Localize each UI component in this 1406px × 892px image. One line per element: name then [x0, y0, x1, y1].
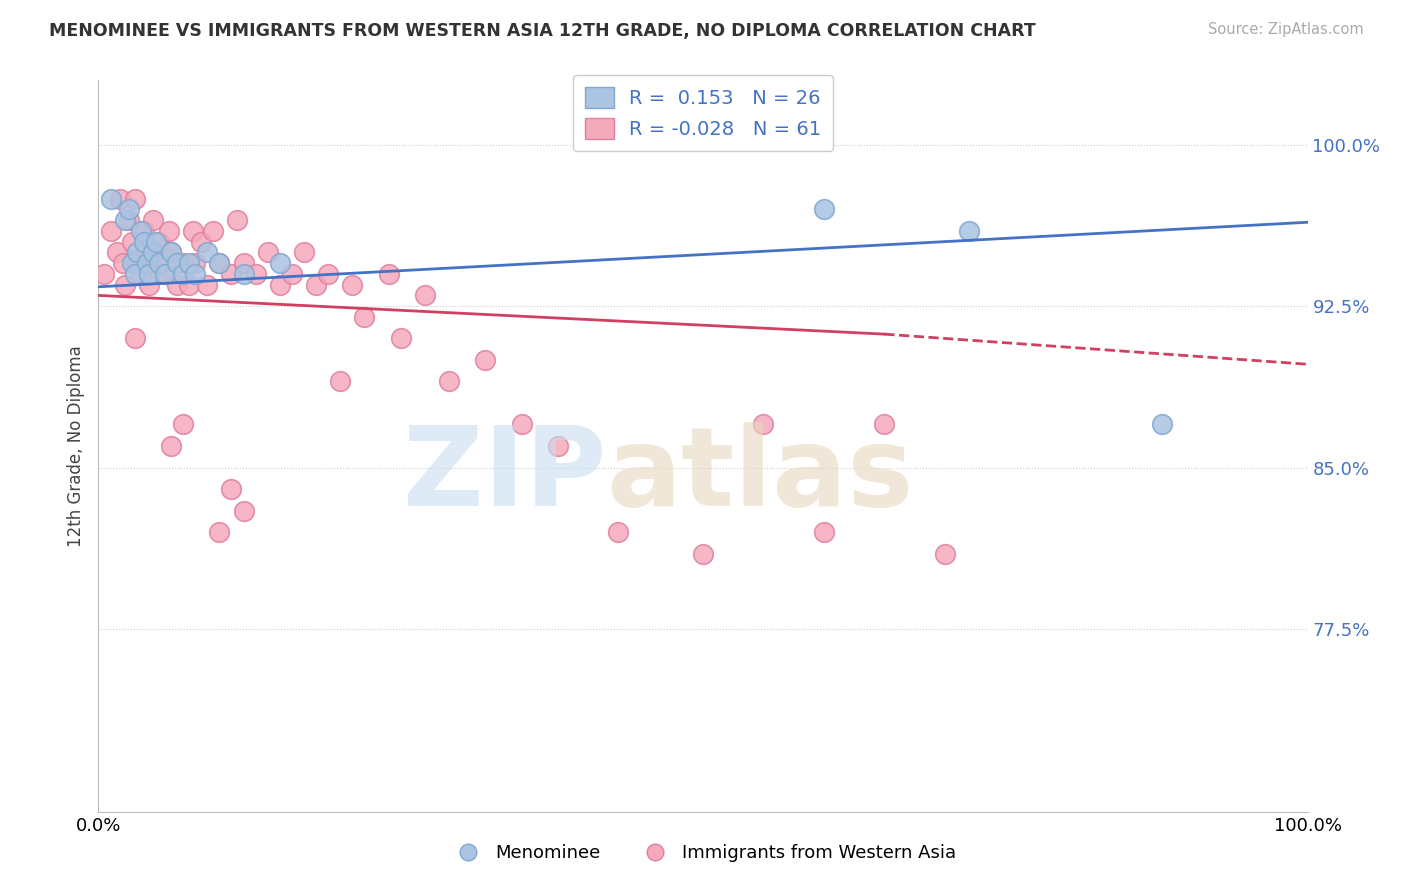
- Point: [124, 192, 146, 206]
- Point: [208, 256, 231, 270]
- Point: [114, 277, 136, 292]
- Point: [93, 267, 115, 281]
- Point: [138, 277, 160, 292]
- Point: [269, 277, 291, 292]
- Point: [195, 245, 218, 260]
- Point: [389, 331, 412, 345]
- Point: [184, 256, 207, 270]
- Point: [148, 235, 170, 249]
- Point: [232, 267, 254, 281]
- Text: Source: ZipAtlas.com: Source: ZipAtlas.com: [1208, 22, 1364, 37]
- Point: [813, 524, 835, 539]
- Point: [607, 524, 630, 539]
- Point: [413, 288, 436, 302]
- Point: [437, 375, 460, 389]
- Point: [166, 256, 188, 270]
- Point: [134, 235, 156, 249]
- Point: [195, 277, 218, 292]
- Point: [692, 547, 714, 561]
- Point: [160, 245, 183, 260]
- Point: [342, 277, 364, 292]
- Point: [221, 482, 243, 496]
- Point: [127, 245, 149, 260]
- Point: [105, 245, 128, 260]
- Point: [184, 267, 207, 281]
- Point: [172, 417, 194, 432]
- Point: [179, 277, 201, 292]
- Point: [316, 267, 339, 281]
- Point: [269, 256, 291, 270]
- Point: [127, 256, 149, 270]
- Point: [353, 310, 375, 324]
- Legend: R =  0.153   N = 26, R = -0.028   N = 61: R = 0.153 N = 26, R = -0.028 N = 61: [572, 75, 834, 151]
- Point: [232, 256, 254, 270]
- Point: [118, 202, 141, 217]
- Point: [129, 224, 152, 238]
- Text: ZIP: ZIP: [404, 422, 606, 529]
- Point: [172, 256, 194, 270]
- Point: [172, 267, 194, 281]
- Point: [190, 235, 212, 249]
- Point: [160, 245, 183, 260]
- Point: [292, 245, 315, 260]
- Point: [138, 267, 160, 281]
- Point: [160, 439, 183, 453]
- Point: [510, 417, 533, 432]
- Point: [135, 256, 157, 270]
- Point: [142, 213, 165, 227]
- Point: [114, 213, 136, 227]
- Point: [305, 277, 328, 292]
- Point: [232, 503, 254, 517]
- Point: [100, 192, 122, 206]
- Point: [245, 267, 267, 281]
- Point: [153, 267, 176, 281]
- Point: [108, 192, 131, 206]
- Point: [1152, 417, 1174, 432]
- Point: [145, 235, 167, 249]
- Point: [111, 256, 134, 270]
- Point: [221, 267, 243, 281]
- Point: [281, 267, 304, 281]
- Point: [181, 224, 204, 238]
- Point: [148, 256, 170, 270]
- Text: MENOMINEE VS IMMIGRANTS FROM WESTERN ASIA 12TH GRADE, NO DIPLOMA CORRELATION CHA: MENOMINEE VS IMMIGRANTS FROM WESTERN ASI…: [49, 22, 1036, 40]
- Point: [957, 224, 980, 238]
- Y-axis label: 12th Grade, No Diploma: 12th Grade, No Diploma: [67, 345, 86, 547]
- Point: [474, 353, 496, 368]
- Point: [752, 417, 775, 432]
- Point: [100, 224, 122, 238]
- Point: [129, 267, 152, 281]
- Point: [166, 277, 188, 292]
- Point: [118, 213, 141, 227]
- Point: [145, 256, 167, 270]
- Point: [124, 331, 146, 345]
- Point: [547, 439, 569, 453]
- Point: [813, 202, 835, 217]
- Point: [329, 375, 352, 389]
- Point: [121, 235, 143, 249]
- Point: [142, 245, 165, 260]
- Point: [134, 224, 156, 238]
- Point: [208, 256, 231, 270]
- Point: [135, 245, 157, 260]
- Point: [226, 213, 249, 227]
- Point: [202, 224, 225, 238]
- Point: [121, 256, 143, 270]
- Point: [153, 267, 176, 281]
- Legend: Menominee, Immigrants from Western Asia: Menominee, Immigrants from Western Asia: [443, 838, 963, 870]
- Point: [256, 245, 278, 260]
- Point: [377, 267, 399, 281]
- Point: [208, 524, 231, 539]
- Point: [934, 547, 956, 561]
- Point: [873, 417, 896, 432]
- Point: [124, 267, 146, 281]
- Point: [157, 224, 180, 238]
- Point: [179, 256, 201, 270]
- Text: atlas: atlas: [606, 422, 914, 529]
